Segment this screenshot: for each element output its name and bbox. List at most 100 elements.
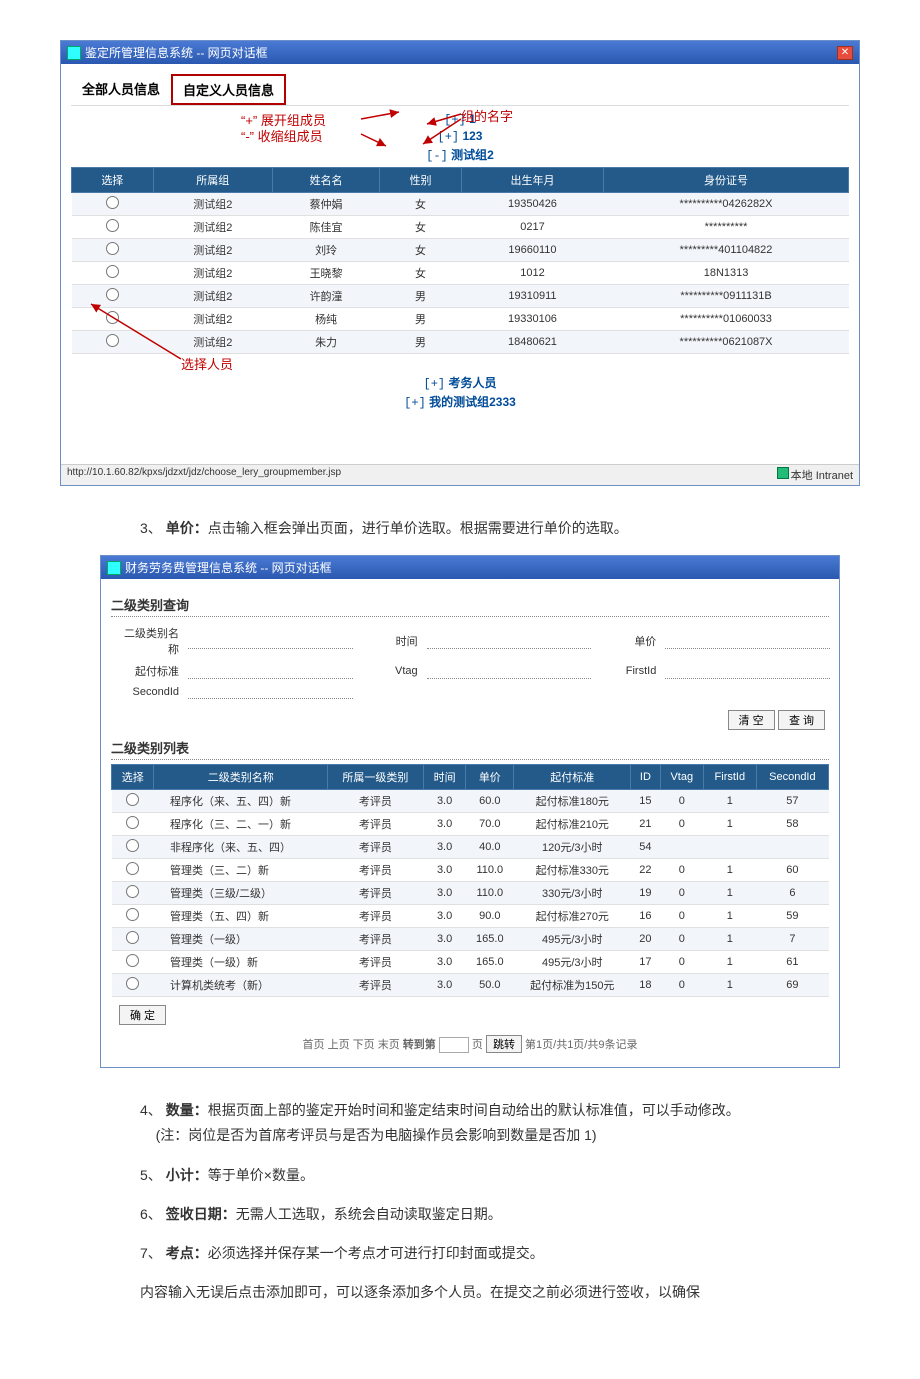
c-vtag: Vtag — [660, 765, 703, 790]
item3-label: 单价： — [166, 520, 208, 536]
cell-idno: 18N1313 — [604, 262, 849, 285]
input-price[interactable] — [665, 634, 830, 649]
table-row: 管理类（一级）新考评员3.0165.0495元/3小时170161 — [112, 951, 829, 974]
input-firstid[interactable] — [665, 664, 830, 679]
row-select-radio[interactable] — [126, 977, 139, 990]
row-select-radio[interactable] — [126, 862, 139, 875]
category-table: 选择 二级类别名称 所属一级类别 时间 单价 起付标准 ID Vtag Firs… — [111, 764, 829, 997]
row-select-radio[interactable] — [126, 839, 139, 852]
pager-next[interactable]: 下页 — [353, 1039, 375, 1051]
row-select-radio[interactable] — [126, 931, 139, 944]
annot-select: 选择人员 — [181, 354, 233, 373]
clear-button[interactable]: 清 空 — [728, 710, 775, 730]
cell-vtag: 0 — [660, 859, 703, 882]
row-select-radio[interactable] — [106, 219, 119, 232]
item6-text: 无需人工选取，系统会自动读取鉴定日期。 — [236, 1206, 502, 1222]
tab-all[interactable]: 全部人员信息 — [71, 74, 171, 105]
item4-label: 数量： — [166, 1102, 208, 1118]
item4-note: (注：岗位是否为首席考评员与是否为电脑操作员会影响到数量是否加 1) — [156, 1127, 597, 1143]
c-cat: 所属一级类别 — [328, 765, 424, 790]
tree-node-1[interactable]: 1 — [469, 112, 476, 126]
cell-price: 110.0 — [466, 882, 514, 905]
cell-group: 测试组2 — [153, 308, 272, 331]
cell-sex: 女 — [380, 193, 462, 216]
row-select-radio[interactable] — [106, 196, 119, 209]
tree-node-test2[interactable]: 测试组2 — [451, 148, 494, 162]
table-row: 计算机类统考（新）考评员3.050.0起付标准为150元180169 — [112, 974, 829, 997]
table-row: 非程序化（来、五、四）考评员3.040.0120元/3小时54 — [112, 836, 829, 859]
item4-num: 4、 — [140, 1102, 162, 1118]
cell-cat: 考评员 — [328, 882, 424, 905]
col-idno: 身份证号 — [604, 168, 849, 193]
lbl-std: 起付标准 — [113, 661, 185, 681]
row-select-radio[interactable] — [126, 954, 139, 967]
row-select-radio[interactable] — [106, 311, 119, 324]
query-button[interactable]: 查 询 — [778, 710, 825, 730]
cell-idno: **********0911131B — [604, 285, 849, 308]
item7-text: 必须选择并保存某一个考点才可进行打印封面或提交。 — [208, 1245, 544, 1261]
input-time[interactable] — [427, 634, 592, 649]
doc-item-7: 7、考点：必须选择并保存某一个考点才可进行打印封面或提交。 — [140, 1241, 780, 1266]
input-std[interactable] — [188, 664, 353, 679]
pager-prev[interactable]: 上页 — [328, 1039, 350, 1051]
row-select-radio[interactable] — [106, 242, 119, 255]
cell-cat: 考评员 — [328, 813, 424, 836]
pager-last[interactable]: 末页 — [378, 1039, 400, 1051]
dialog1-title: 鉴定所管理信息系统 -- 网页对话框 — [85, 44, 268, 61]
cell-idno: **********01060033 — [604, 308, 849, 331]
input-secondid[interactable] — [188, 684, 353, 699]
cell-price: 165.0 — [466, 951, 514, 974]
cell-price: 110.0 — [466, 859, 514, 882]
cell-group: 测试组2 — [153, 193, 272, 216]
input-vtag[interactable] — [427, 664, 592, 679]
cell-price: 165.0 — [466, 928, 514, 951]
tree-toggle[interactable]: [+] — [424, 377, 446, 391]
tree-node-123[interactable]: 123 — [462, 129, 482, 143]
row-select-radio[interactable] — [106, 265, 119, 278]
cell-std: 起付标准210元 — [514, 813, 631, 836]
tree-node-exam[interactable]: 考务人员 — [448, 376, 496, 390]
cell-id: 18 — [631, 974, 660, 997]
cell-price: 90.0 — [466, 905, 514, 928]
table-row: 管理类（一级）考评员3.0165.0495元/3小时20017 — [112, 928, 829, 951]
col-name: 姓名名 — [272, 168, 379, 193]
input-name[interactable] — [188, 634, 353, 649]
tree-node-mytest[interactable]: 我的测试组2333 — [429, 395, 516, 409]
tree-toggle[interactable]: [+] — [444, 113, 466, 127]
pager: 首页 上页 下页 末页 转到第 页 跳转 第1页/共1页/共9条记录 — [111, 1035, 829, 1053]
row-select-radio[interactable] — [106, 288, 119, 301]
pager-first[interactable]: 首页 — [303, 1039, 325, 1051]
cell-cat: 考评员 — [328, 859, 424, 882]
members-table: 选择 所属组 姓名名 性别 出生年月 身份证号 测试组2蔡仲娟女19350426… — [71, 167, 849, 354]
row-select-radio[interactable] — [126, 793, 139, 806]
cell-sid: 59 — [756, 905, 828, 928]
lbl-firstid: FirstId — [590, 661, 662, 681]
pager-jump: 转到第 — [403, 1039, 436, 1051]
confirm-button[interactable]: 确 定 — [119, 1005, 166, 1025]
row-select-radio[interactable] — [126, 908, 139, 921]
tree-toggle[interactable]: [-] — [426, 149, 448, 163]
cell-dob: 1012 — [461, 262, 603, 285]
pager-go-button[interactable]: 跳转 — [486, 1035, 522, 1053]
item7-num: 7、 — [140, 1245, 162, 1261]
tree-toggle[interactable]: [+] — [438, 130, 460, 144]
close-icon[interactable]: ✕ — [837, 46, 853, 60]
cell-fid: 1 — [703, 974, 756, 997]
tree-toggle[interactable]: [+] — [404, 396, 426, 410]
cell-cat: 考评员 — [328, 790, 424, 813]
cell-cat: 考评员 — [328, 928, 424, 951]
row-select-radio[interactable] — [126, 885, 139, 898]
cell-cat: 考评员 — [328, 836, 424, 859]
item5-text: 等于单价×数量。 — [208, 1167, 314, 1183]
item4-text: 根据页面上部的鉴定开始时间和鉴定结束时间自动给出的默认标准值，可以手动修改。 — [208, 1102, 740, 1118]
cell-cat: 考评员 — [328, 951, 424, 974]
row-select-radio[interactable] — [126, 816, 139, 829]
row-select-radio[interactable] — [106, 334, 119, 347]
table-row: 测试组2陈佳宜女0217********** — [72, 216, 849, 239]
cell-name: 陈佳宜 — [272, 216, 379, 239]
cell-vtag: 0 — [660, 928, 703, 951]
pager-page-input[interactable] — [439, 1037, 469, 1053]
ie-icon — [107, 561, 121, 575]
tab-custom[interactable]: 自定义人员信息 — [171, 74, 286, 105]
cell-sex: 男 — [380, 285, 462, 308]
